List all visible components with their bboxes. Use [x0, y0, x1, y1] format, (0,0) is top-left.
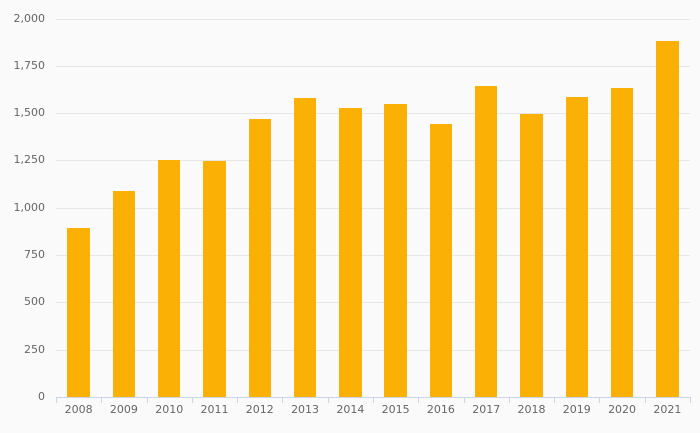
x-axis-tick: [56, 397, 57, 403]
bar-2011[interactable]: [203, 161, 226, 397]
x-axis-tick: [327, 397, 329, 403]
x-tick-label: 2018: [517, 403, 546, 416]
bar-2021[interactable]: [656, 41, 679, 397]
bar-2015[interactable]: [384, 103, 407, 397]
x-tick-label: 2008: [64, 403, 93, 416]
x-tick-label: 2011: [200, 403, 229, 416]
y-tick-label: 1,500: [13, 106, 46, 120]
gridline: [56, 113, 690, 115]
y-tick-label: 0: [38, 390, 45, 403]
x-tick-label: 2019: [562, 403, 591, 416]
gridline: [56, 18, 690, 20]
x-axis-tick: [373, 397, 374, 403]
x-axis-tick: [191, 397, 193, 403]
y-tick-label: 750: [24, 248, 45, 262]
gridline: [56, 302, 690, 304]
x-tick-label: 2013: [291, 403, 320, 416]
y-tick-label: 500: [24, 295, 45, 309]
bar-2012[interactable]: [248, 118, 272, 397]
gridline: [56, 207, 690, 209]
bar-2020[interactable]: [610, 87, 634, 397]
x-axis-tick: [101, 397, 103, 403]
gridline: [56, 255, 690, 257]
gridline: [56, 65, 690, 67]
y-tick-label: 1,000: [13, 200, 46, 214]
bar-2008[interactable]: [67, 227, 90, 397]
bar-2016[interactable]: [429, 123, 453, 397]
x-axis-tick: [508, 397, 510, 403]
gridline: [56, 349, 690, 351]
x-axis-tick: [599, 397, 601, 403]
bar-2017[interactable]: [474, 85, 498, 397]
x-axis-tick: [282, 397, 284, 403]
x-tick-label: 2014: [336, 403, 365, 416]
bar-2014[interactable]: [339, 108, 362, 397]
y-tick-label: 250: [24, 342, 45, 356]
x-axis-tick: [554, 397, 556, 403]
x-tick-label: 2012: [245, 403, 274, 416]
bar-2010[interactable]: [157, 159, 181, 397]
y-tick-label: 2,000: [13, 11, 46, 25]
bar-2018[interactable]: [520, 114, 543, 397]
bar-2013[interactable]: [293, 98, 317, 397]
x-axis-tick: [237, 397, 239, 403]
x-axis-tick: [463, 397, 465, 403]
x-tick-label: 2020: [608, 403, 637, 416]
x-tick-label: 2010: [155, 403, 184, 416]
x-tick-label: 2009: [109, 403, 138, 416]
x-axis-tick: [644, 397, 646, 403]
x-tick-label: 2021: [653, 403, 682, 416]
x-axis-tick: [690, 397, 691, 403]
y-tick-label: 1,750: [13, 58, 46, 72]
x-tick-label: 2017: [472, 403, 501, 416]
bar-2019[interactable]: [565, 97, 589, 397]
bar-2009[interactable]: [112, 190, 136, 397]
x-tick-label: 2015: [381, 403, 410, 416]
y-tick-label: 1,250: [13, 153, 46, 167]
x-axis-tick: [418, 397, 420, 403]
x-tick-label: 2016: [426, 403, 455, 416]
gridline: [56, 160, 690, 162]
x-axis-tick: [146, 397, 148, 403]
